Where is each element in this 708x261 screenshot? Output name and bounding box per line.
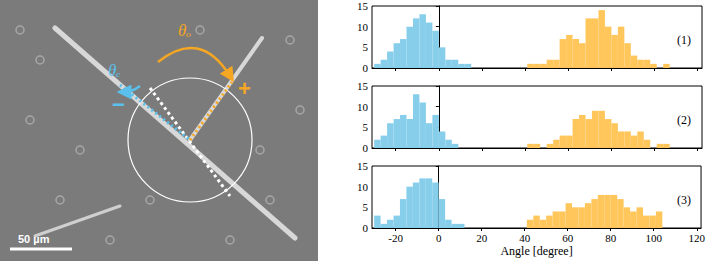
svg-text:θₒ: θₒ <box>178 21 191 40</box>
svg-text:50 µm: 50 µm <box>18 233 50 245</box>
svg-text:0: 0 <box>363 222 369 234</box>
svg-text:−: − <box>112 92 125 117</box>
svg-text:0: 0 <box>363 142 369 154</box>
svg-text:+: + <box>238 76 251 101</box>
svg-text:0: 0 <box>363 62 369 74</box>
svg-text:(2): (2) <box>677 113 691 127</box>
svg-text:15: 15 <box>357 0 369 12</box>
svg-text:40: 40 <box>519 232 531 244</box>
svg-text:5: 5 <box>363 201 369 213</box>
svg-text:(3): (3) <box>677 193 691 207</box>
svg-text:20: 20 <box>476 232 488 244</box>
svg-text:-20: -20 <box>388 232 403 244</box>
svg-text:(1): (1) <box>677 33 691 47</box>
svg-text:100: 100 <box>645 232 662 244</box>
svg-text:60: 60 <box>562 232 574 244</box>
svg-text:15: 15 <box>357 80 369 92</box>
svg-text:10: 10 <box>357 181 369 193</box>
svg-text:5: 5 <box>363 121 369 133</box>
svg-text:5: 5 <box>363 41 369 53</box>
svg-text:15: 15 <box>357 160 369 172</box>
svg-text:0: 0 <box>436 232 442 244</box>
svg-text:10: 10 <box>357 101 369 113</box>
svg-text:θₑ: θₑ <box>108 61 121 80</box>
svg-text:10: 10 <box>357 21 369 33</box>
svg-text:120: 120 <box>689 232 706 244</box>
svg-text:Angle [degree]: Angle [degree] <box>500 244 572 258</box>
svg-text:80: 80 <box>605 232 617 244</box>
